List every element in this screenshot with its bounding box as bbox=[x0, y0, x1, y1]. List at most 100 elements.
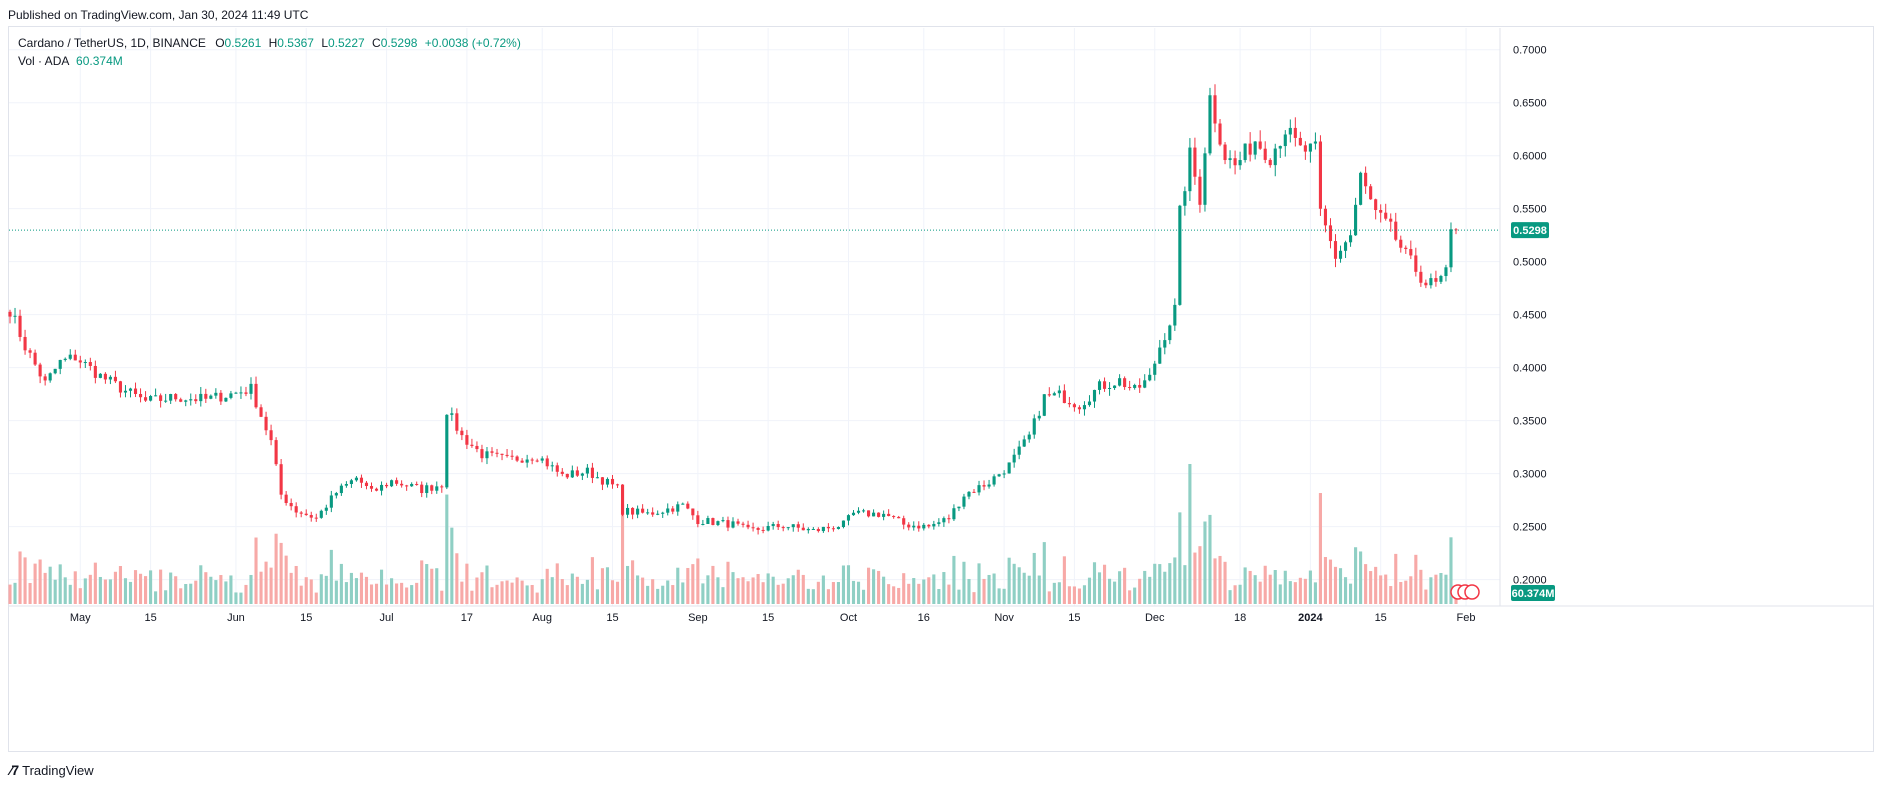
volume-bar bbox=[1263, 565, 1267, 604]
volume-bar bbox=[184, 584, 188, 604]
candle-body bbox=[344, 484, 348, 486]
candle-body bbox=[1238, 160, 1242, 166]
candle-body bbox=[319, 510, 323, 518]
symbol-title[interactable]: Cardano / TetherUS, 1D, BINANCE bbox=[18, 36, 206, 50]
footer-brand[interactable]: ⁄7 TradingView bbox=[10, 762, 94, 778]
volume-bar bbox=[1389, 586, 1393, 604]
candle-body bbox=[1198, 176, 1202, 205]
candle-body bbox=[912, 525, 916, 528]
volume-bar bbox=[1288, 581, 1292, 604]
volume-bar bbox=[309, 579, 313, 604]
candle-body bbox=[113, 376, 117, 382]
candle-body bbox=[460, 430, 464, 436]
candle-body bbox=[626, 507, 630, 515]
candle-body bbox=[992, 476, 996, 485]
published-caption: Published on TradingView.com, Jan 30, 20… bbox=[8, 8, 309, 22]
candle-body bbox=[78, 360, 82, 363]
volume-bar bbox=[1364, 564, 1368, 604]
candle-body bbox=[1118, 378, 1122, 386]
volume-bar bbox=[1253, 575, 1257, 604]
volume-bar bbox=[661, 585, 665, 604]
candle-body bbox=[1359, 172, 1363, 205]
candle-body bbox=[244, 392, 248, 394]
volume-bar bbox=[505, 580, 509, 604]
volume-bar bbox=[1002, 588, 1006, 604]
volume-bar bbox=[1178, 512, 1182, 604]
candle-body bbox=[475, 445, 479, 450]
candle-body bbox=[1394, 221, 1398, 240]
volume-bar bbox=[113, 571, 117, 604]
volume-label[interactable]: Vol · ADA bbox=[18, 54, 69, 68]
high-value: 0.5367 bbox=[277, 36, 314, 50]
candle-body bbox=[1108, 388, 1112, 390]
volume-bar bbox=[656, 588, 660, 604]
candle-body bbox=[1153, 363, 1157, 375]
candle-body bbox=[927, 524, 931, 527]
candle-body bbox=[1283, 134, 1287, 147]
volume-bar bbox=[530, 584, 534, 604]
candle-body bbox=[169, 394, 173, 401]
volume-bar bbox=[229, 575, 233, 604]
volume-bar bbox=[1233, 585, 1237, 604]
candle-body bbox=[450, 413, 454, 415]
candle-body bbox=[379, 484, 384, 491]
candle-body bbox=[1082, 405, 1087, 410]
candle-body bbox=[987, 484, 991, 487]
price-tick-label: 0.3500 bbox=[1513, 416, 1547, 428]
candle-body bbox=[806, 528, 810, 531]
volume-bar bbox=[877, 570, 881, 604]
candle-body bbox=[254, 383, 258, 408]
event-flag-icon bbox=[1464, 584, 1480, 600]
candle-body bbox=[1333, 241, 1338, 259]
candle-body bbox=[184, 400, 188, 402]
volume-bar bbox=[615, 581, 620, 604]
volume-bar bbox=[1268, 574, 1272, 604]
candle-body bbox=[259, 407, 263, 417]
candle-body bbox=[1349, 235, 1353, 243]
close-value: 0.5298 bbox=[380, 36, 418, 50]
time-tick-label: 2024 bbox=[1298, 612, 1323, 624]
volume-bar bbox=[154, 591, 158, 604]
volume-tag bbox=[1511, 585, 1555, 601]
volume-bar bbox=[826, 589, 830, 604]
candle-body bbox=[877, 512, 881, 517]
high-label: H bbox=[268, 36, 278, 50]
volume-bar bbox=[1108, 578, 1112, 604]
candle-body bbox=[500, 453, 504, 455]
overlay: 0.5298 60.374M bbox=[9, 28, 1874, 607]
volume-bar bbox=[450, 527, 454, 604]
volume-bar bbox=[761, 582, 765, 604]
volume-bar bbox=[676, 567, 680, 604]
candle-body bbox=[816, 528, 820, 532]
volume-bar bbox=[806, 588, 810, 604]
candle-body bbox=[505, 454, 509, 456]
volume-bar bbox=[128, 581, 133, 604]
volume-bar bbox=[1404, 580, 1408, 604]
volume-bar bbox=[1128, 590, 1132, 604]
volume-bar bbox=[631, 560, 635, 604]
candle-body bbox=[23, 336, 27, 351]
candle-body bbox=[385, 484, 389, 487]
candle-body bbox=[63, 358, 67, 360]
candle-body bbox=[826, 526, 830, 529]
volume-bar bbox=[1248, 570, 1252, 604]
candle-body bbox=[1434, 278, 1438, 282]
candle-body bbox=[967, 491, 971, 497]
volume-bar bbox=[219, 575, 223, 604]
volume-bar bbox=[1323, 557, 1328, 604]
volume-bar bbox=[13, 582, 17, 604]
volume-bar bbox=[1273, 570, 1277, 604]
volume-bar bbox=[1118, 571, 1122, 604]
volume-bar bbox=[164, 590, 168, 604]
time-axis: May 15 Jun 15 Jul 17 Aug 15 Sep 15 Oct 16 Nov 15 Dec 18… bbox=[70, 612, 1476, 624]
volume-bar bbox=[907, 583, 911, 604]
candle-body bbox=[209, 395, 213, 399]
volume-bar bbox=[641, 577, 645, 604]
candle-body bbox=[1343, 242, 1348, 251]
candle-body bbox=[289, 503, 293, 507]
candle-body bbox=[1148, 374, 1152, 381]
candle-body bbox=[1218, 123, 1222, 145]
candle-body bbox=[1318, 141, 1322, 209]
candle-body bbox=[701, 523, 705, 525]
